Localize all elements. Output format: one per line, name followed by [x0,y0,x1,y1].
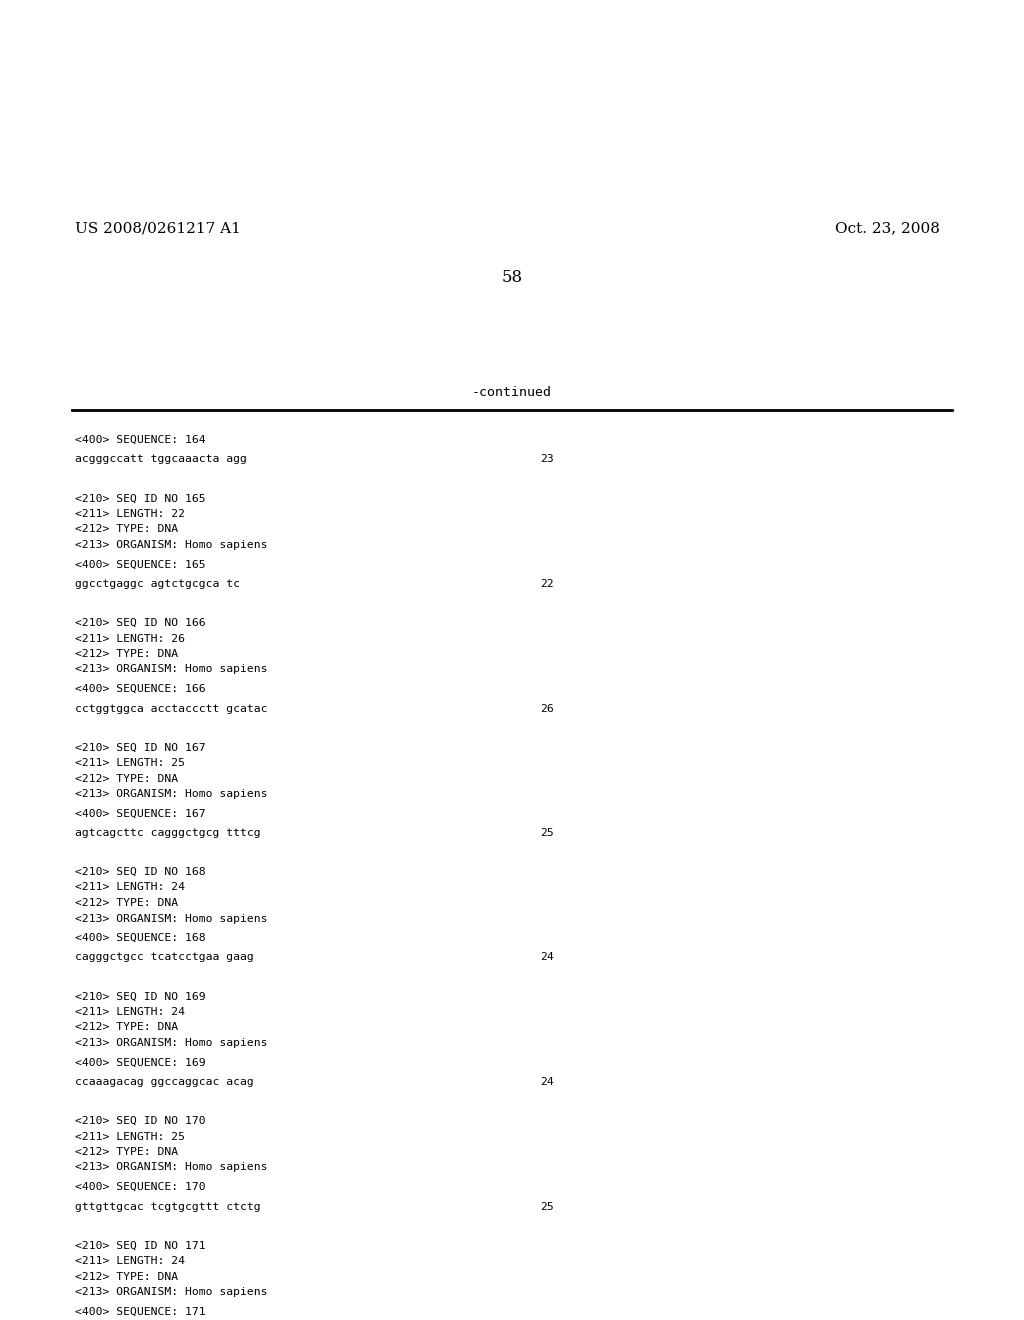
Text: <213> ORGANISM: Homo sapiens: <213> ORGANISM: Homo sapiens [75,540,267,550]
Text: cctggtggca acctaccctt gcatac: cctggtggca acctaccctt gcatac [75,704,267,714]
Text: 24: 24 [540,953,554,962]
Text: agtcagcttc cagggctgcg tttcg: agtcagcttc cagggctgcg tttcg [75,828,261,838]
Text: <212> TYPE: DNA: <212> TYPE: DNA [75,524,178,535]
Text: <213> ORGANISM: Homo sapiens: <213> ORGANISM: Homo sapiens [75,1163,267,1172]
Text: <210> SEQ ID NO 168: <210> SEQ ID NO 168 [75,867,206,876]
Text: 26: 26 [540,704,554,714]
Text: <400> SEQUENCE: 168: <400> SEQUENCE: 168 [75,933,206,942]
Text: <213> ORGANISM: Homo sapiens: <213> ORGANISM: Homo sapiens [75,1287,267,1298]
Text: <211> LENGTH: 25: <211> LENGTH: 25 [75,1131,185,1142]
Text: acgggccatt tggcaaacta agg: acgggccatt tggcaaacta agg [75,454,247,465]
Text: <400> SEQUENCE: 167: <400> SEQUENCE: 167 [75,808,206,818]
Text: <212> TYPE: DNA: <212> TYPE: DNA [75,649,178,659]
Text: 25: 25 [540,1201,554,1212]
Text: <211> LENGTH: 25: <211> LENGTH: 25 [75,758,185,768]
Text: <210> SEQ ID NO 171: <210> SEQ ID NO 171 [75,1241,206,1250]
Text: <211> LENGTH: 24: <211> LENGTH: 24 [75,1257,185,1266]
Text: 24: 24 [540,1077,554,1086]
Text: <400> SEQUENCE: 171: <400> SEQUENCE: 171 [75,1307,206,1316]
Text: <213> ORGANISM: Homo sapiens: <213> ORGANISM: Homo sapiens [75,664,267,675]
Text: <212> TYPE: DNA: <212> TYPE: DNA [75,898,178,908]
Text: <211> LENGTH: 24: <211> LENGTH: 24 [75,883,185,892]
Text: <213> ORGANISM: Homo sapiens: <213> ORGANISM: Homo sapiens [75,1038,267,1048]
Text: ggcctgaggc agtctgcgca tc: ggcctgaggc agtctgcgca tc [75,579,240,589]
Text: <210> SEQ ID NO 165: <210> SEQ ID NO 165 [75,494,206,503]
Text: <212> TYPE: DNA: <212> TYPE: DNA [75,1271,178,1282]
Text: <210> SEQ ID NO 169: <210> SEQ ID NO 169 [75,991,206,1002]
Text: Oct. 23, 2008: Oct. 23, 2008 [836,220,940,235]
Text: <210> SEQ ID NO 167: <210> SEQ ID NO 167 [75,742,206,752]
Text: 25: 25 [540,828,554,838]
Text: ccaaagacag ggccaggcac acag: ccaaagacag ggccaggcac acag [75,1077,254,1086]
Text: <400> SEQUENCE: 169: <400> SEQUENCE: 169 [75,1057,206,1068]
Text: 23: 23 [540,454,554,465]
Text: <212> TYPE: DNA: <212> TYPE: DNA [75,1147,178,1158]
Text: <210> SEQ ID NO 166: <210> SEQ ID NO 166 [75,618,206,628]
Text: <211> LENGTH: 26: <211> LENGTH: 26 [75,634,185,644]
Text: <211> LENGTH: 22: <211> LENGTH: 22 [75,510,185,519]
Text: 22: 22 [540,579,554,589]
Text: <400> SEQUENCE: 166: <400> SEQUENCE: 166 [75,684,206,694]
Text: <213> ORGANISM: Homo sapiens: <213> ORGANISM: Homo sapiens [75,789,267,799]
Text: <213> ORGANISM: Homo sapiens: <213> ORGANISM: Homo sapiens [75,913,267,924]
Text: <400> SEQUENCE: 170: <400> SEQUENCE: 170 [75,1181,206,1192]
Text: <400> SEQUENCE: 164: <400> SEQUENCE: 164 [75,436,206,445]
Text: -continued: -continued [472,387,552,400]
Text: cagggctgcc tcatcctgaa gaag: cagggctgcc tcatcctgaa gaag [75,953,254,962]
Text: gttgttgcac tcgtgcgttt ctctg: gttgttgcac tcgtgcgttt ctctg [75,1201,261,1212]
Text: <212> TYPE: DNA: <212> TYPE: DNA [75,1023,178,1032]
Text: US 2008/0261217 A1: US 2008/0261217 A1 [75,220,241,235]
Text: <210> SEQ ID NO 170: <210> SEQ ID NO 170 [75,1115,206,1126]
Text: <211> LENGTH: 24: <211> LENGTH: 24 [75,1007,185,1016]
Text: <400> SEQUENCE: 165: <400> SEQUENCE: 165 [75,560,206,569]
Text: <212> TYPE: DNA: <212> TYPE: DNA [75,774,178,784]
Text: 58: 58 [502,269,522,286]
